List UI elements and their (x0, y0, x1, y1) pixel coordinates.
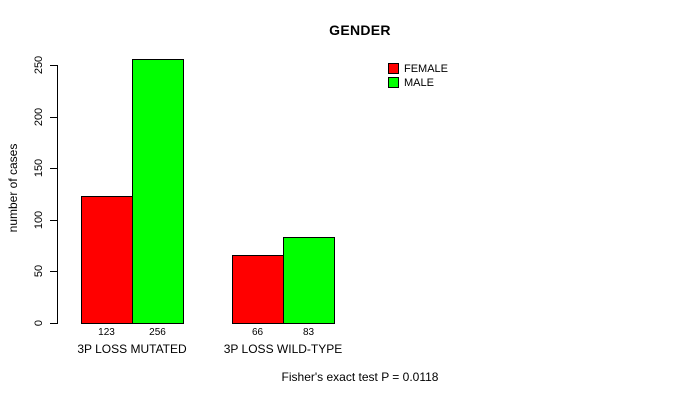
y-tick-label: 200 (33, 107, 45, 127)
footnote-annotation: Fisher's exact test P = 0.0118 (281, 370, 439, 384)
y-tick-label: 100 (33, 210, 45, 230)
y-tick (50, 271, 57, 272)
legend-item-female: FEMALE (388, 62, 448, 75)
bar-value-label: 83 (302, 327, 315, 338)
y-axis-line (57, 65, 58, 324)
bar-value-label: 256 (149, 327, 166, 338)
y-tick-label: 0 (33, 319, 45, 327)
legend-label: MALE (404, 76, 434, 89)
y-tick-label: 150 (33, 158, 45, 178)
bar-male-group2 (283, 237, 335, 324)
bar-value-label: 123 (98, 327, 115, 338)
x-category-label: 3P LOSS WILD-TYPE (223, 342, 343, 356)
chart-title: GENDER (329, 22, 391, 38)
legend-label: FEMALE (404, 62, 449, 75)
bar-female-group1 (81, 196, 133, 324)
bar-male-group1 (132, 59, 184, 324)
x-category-label: 3P LOSS MUTATED (77, 342, 187, 356)
bar-value-label: 66 (251, 327, 264, 338)
y-tick (50, 117, 57, 118)
y-axis-label: number of cases (6, 143, 20, 233)
y-tick (50, 323, 57, 324)
y-tick-label: 250 (33, 55, 45, 75)
bar-female-group2 (232, 255, 284, 324)
y-tick-label: 50 (33, 264, 45, 278)
y-tick (50, 168, 57, 169)
y-tick (50, 65, 57, 66)
legend-swatch-male (388, 77, 399, 88)
legend: FEMALE MALE (388, 62, 448, 90)
y-tick (50, 220, 57, 221)
legend-item-male: MALE (388, 76, 448, 89)
legend-swatch-female (388, 63, 399, 74)
